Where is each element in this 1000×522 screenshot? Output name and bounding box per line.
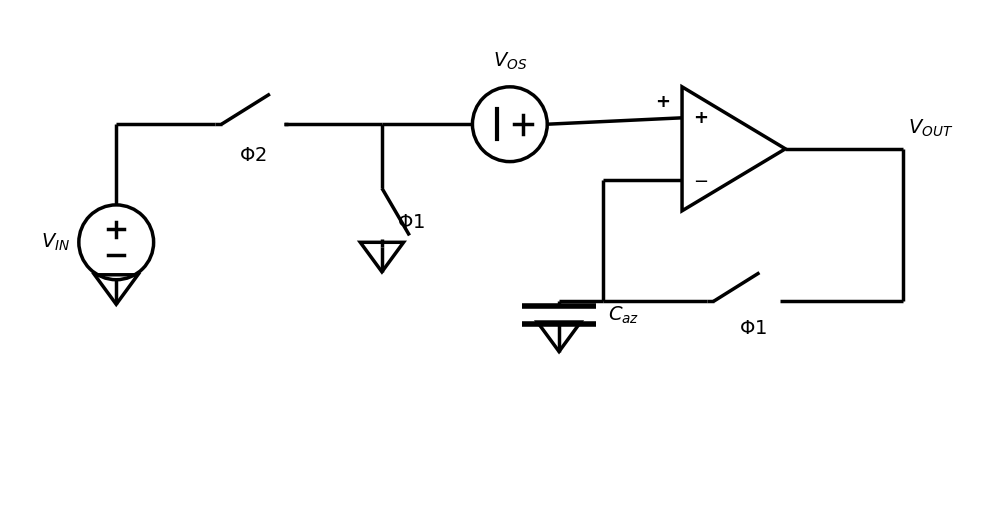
Text: +: + xyxy=(655,93,670,111)
Text: $V_{OUT}$: $V_{OUT}$ xyxy=(908,117,954,139)
Text: $V_{OS}$: $V_{OS}$ xyxy=(493,51,527,72)
Text: $-$: $-$ xyxy=(693,171,708,189)
Text: $\Phi 2$: $\Phi 2$ xyxy=(239,146,267,165)
Text: $V_{IN}$: $V_{IN}$ xyxy=(41,232,70,253)
Text: $\Phi 1$: $\Phi 1$ xyxy=(397,213,425,232)
Text: +: + xyxy=(693,109,708,127)
Text: $C_{az}$: $C_{az}$ xyxy=(608,304,640,326)
Text: $\Phi 1$: $\Phi 1$ xyxy=(739,319,767,338)
